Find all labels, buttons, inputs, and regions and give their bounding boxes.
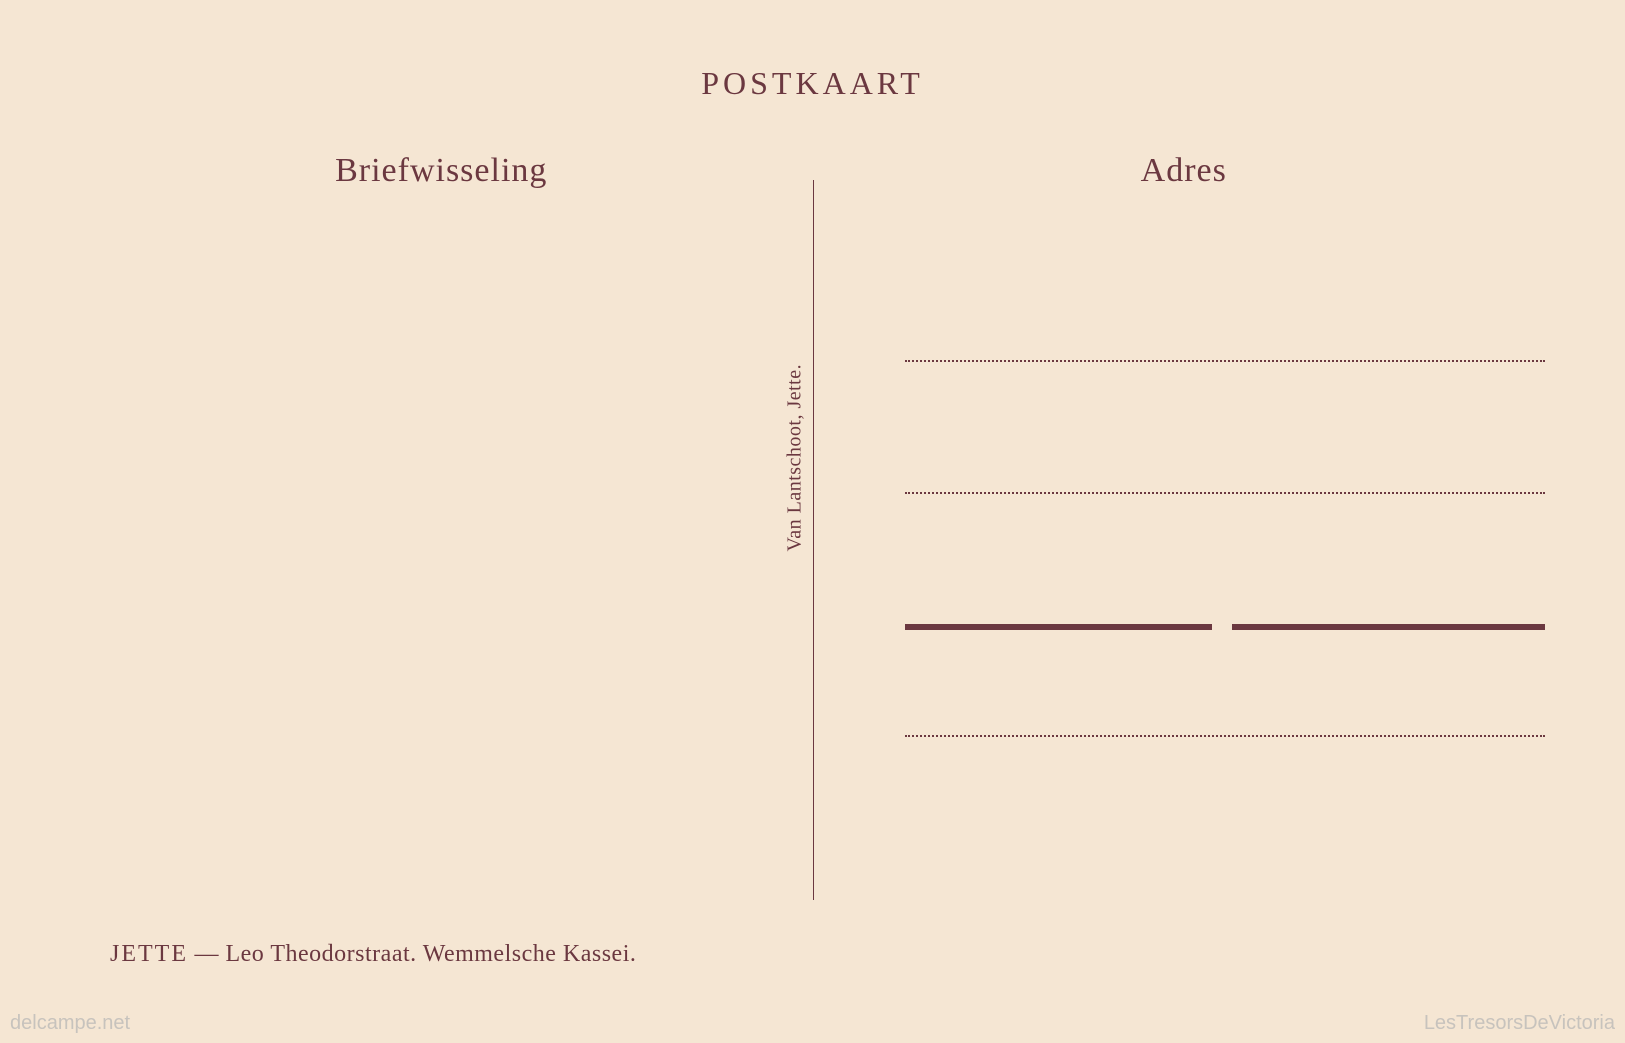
- caption-separator: —: [188, 941, 226, 967]
- publisher-credit: Van Lantschoot, Jette.: [783, 364, 806, 552]
- line-gap: [1212, 623, 1232, 633]
- postcard-container: POSTKAART Briefwisseling Adres Van Lants…: [0, 0, 1625, 1043]
- postcard-title: POSTKAART: [70, 65, 1555, 102]
- address-lines-container: [905, 360, 1545, 737]
- address-line-4: [905, 735, 1545, 737]
- correspondence-header: Briefwisseling: [70, 152, 813, 190]
- caption-location: JETTE: [110, 941, 188, 967]
- address-line-2: [905, 492, 1545, 494]
- address-line-3: [905, 624, 1545, 630]
- watermark-left: delcampe.net: [10, 1012, 130, 1035]
- postcard-caption: JETTE — Leo Theodorstraat. Wemmelsche Ka…: [110, 941, 636, 968]
- watermark-right: LesTresorsDeVictoria: [1424, 1012, 1615, 1035]
- address-header: Adres: [813, 152, 1556, 190]
- vertical-divider: [813, 180, 814, 900]
- address-line-1: [905, 360, 1545, 362]
- caption-description: Leo Theodorstraat. Wemmelsche Kassei.: [225, 941, 636, 967]
